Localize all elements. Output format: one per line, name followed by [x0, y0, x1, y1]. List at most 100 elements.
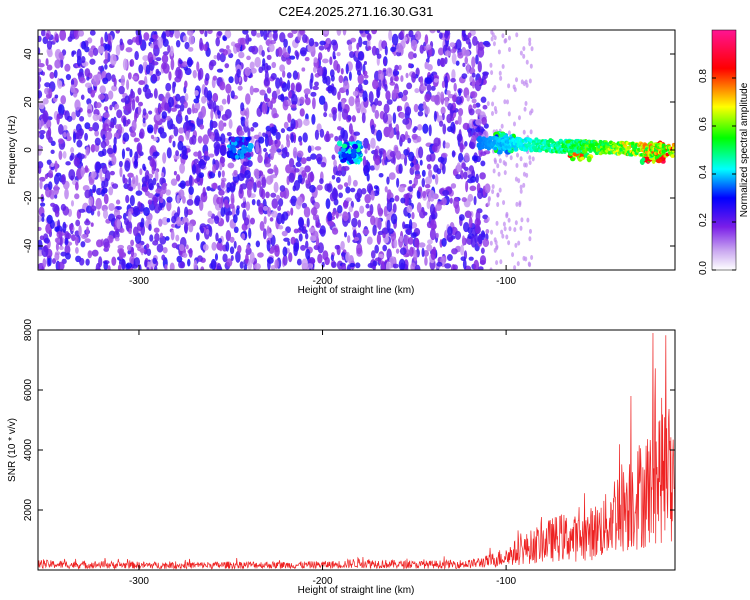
heatmap-cell — [266, 87, 272, 94]
heatmap-cell — [255, 240, 261, 248]
spectrogram-ytick-label: 40 — [23, 48, 34, 60]
heatmap-cell — [414, 88, 420, 94]
heatmap-cell — [522, 182, 526, 188]
heatmap-cell — [208, 225, 213, 238]
heatmap-cell — [355, 262, 361, 269]
heatmap-cell — [410, 39, 418, 51]
heatmap-cell — [207, 30, 213, 35]
heatmap-cell — [131, 119, 137, 132]
heatmap-cell — [266, 257, 274, 264]
heatmap-cell — [38, 58, 42, 65]
heatmap-cell — [100, 140, 107, 149]
heatmap-cell — [75, 246, 79, 254]
snr-ytick-label: 4000 — [23, 438, 34, 461]
heatmap-cell — [271, 198, 279, 209]
heatmap-cell — [95, 102, 102, 109]
heatmap-cell — [168, 71, 172, 81]
heatmap-cell — [516, 261, 520, 267]
heatmap-cell — [355, 60, 363, 73]
heatmap-cell — [517, 240, 521, 246]
heatmap-cell — [88, 178, 95, 186]
heatmap-cell — [65, 252, 71, 260]
heatmap-cell — [386, 176, 390, 185]
heatmap-cell — [237, 85, 243, 91]
heatmap-cell — [374, 109, 380, 119]
heatmap-cell — [469, 185, 477, 192]
heatmap-cell — [166, 147, 172, 159]
heatmap-cell — [362, 70, 368, 76]
heatmap-cell — [233, 169, 238, 176]
heatmap-cell — [45, 32, 50, 40]
heatmap-cell — [424, 184, 431, 189]
colorbar-tick-label: 0.8 — [698, 69, 709, 83]
heatmap-cell — [247, 127, 251, 139]
heatmap-cell — [407, 137, 412, 144]
heatmap-cell — [345, 63, 349, 75]
heatmap-cell — [273, 30, 278, 42]
heatmap-cell — [421, 177, 426, 188]
heatmap-cell — [155, 70, 162, 77]
heatmap-cell — [426, 163, 432, 170]
heatmap-cell — [91, 249, 99, 257]
heatmap-cell — [79, 115, 85, 122]
heatmap-cell — [170, 58, 175, 71]
heatmap-cell — [390, 46, 396, 53]
heatmap-cell — [385, 261, 391, 270]
heatmap-cell — [175, 93, 181, 102]
heatmap-cell — [342, 211, 349, 222]
heatmap-cell — [98, 66, 103, 71]
heatmap-cell — [39, 179, 43, 190]
heatmap-cell — [74, 181, 79, 191]
heatmap-cell — [188, 174, 193, 187]
heatmap-cell — [125, 47, 133, 53]
heatmap-cell — [329, 56, 333, 66]
heatmap-cell — [383, 205, 388, 217]
heatmap-cell — [421, 169, 426, 177]
heatmap-cell — [319, 225, 326, 237]
heatmap-cell — [104, 43, 111, 52]
heatmap-cell — [56, 113, 60, 125]
heatmap-cell — [350, 187, 356, 193]
heatmap-cell — [276, 212, 283, 225]
heatmap-cell — [167, 44, 171, 54]
heatmap-cell — [116, 205, 122, 210]
heatmap-cell — [423, 249, 429, 257]
heatmap-cell — [392, 155, 396, 165]
heatmap-cell — [366, 210, 373, 218]
heatmap-cell — [405, 106, 412, 116]
heatmap-cell — [54, 59, 61, 69]
heatmap-cell — [461, 46, 467, 56]
heatmap-cell — [477, 233, 483, 245]
heatmap-cell — [38, 81, 41, 90]
heatmap-cell — [502, 200, 506, 206]
heatmap-cell — [299, 141, 303, 146]
heatmap-cell — [245, 253, 249, 264]
heatmap-cell — [528, 228, 532, 234]
heatmap-cell — [188, 35, 195, 45]
heatmap-cell — [202, 186, 206, 198]
heatmap-cell — [162, 62, 170, 74]
heatmap-cell — [80, 56, 86, 64]
heatmap-cell — [122, 132, 130, 142]
heatmap-cell — [244, 66, 251, 77]
heatmap-cell — [246, 181, 254, 191]
heatmap-cell — [310, 153, 317, 160]
heatmap-cell — [107, 265, 111, 270]
heatmap-cell — [303, 88, 311, 95]
heatmap-cell — [461, 235, 466, 246]
heatmap-cell — [331, 174, 336, 180]
heatmap-cell — [40, 202, 46, 207]
heatmap-cell — [113, 77, 117, 87]
heatmap-cell — [122, 117, 127, 127]
heatmap-cell — [331, 154, 336, 160]
heatmap-cell — [332, 50, 336, 60]
heatmap-cell — [84, 82, 92, 88]
heatmap-cell — [481, 116, 487, 126]
heatmap-cell — [273, 181, 279, 193]
heatmap-cell — [134, 158, 138, 168]
heatmap-cell — [65, 161, 71, 166]
heatmap-cell — [509, 155, 513, 161]
heatmap-cell — [138, 64, 144, 74]
heatmap-cell — [125, 147, 131, 152]
heatmap-cell — [399, 112, 406, 119]
